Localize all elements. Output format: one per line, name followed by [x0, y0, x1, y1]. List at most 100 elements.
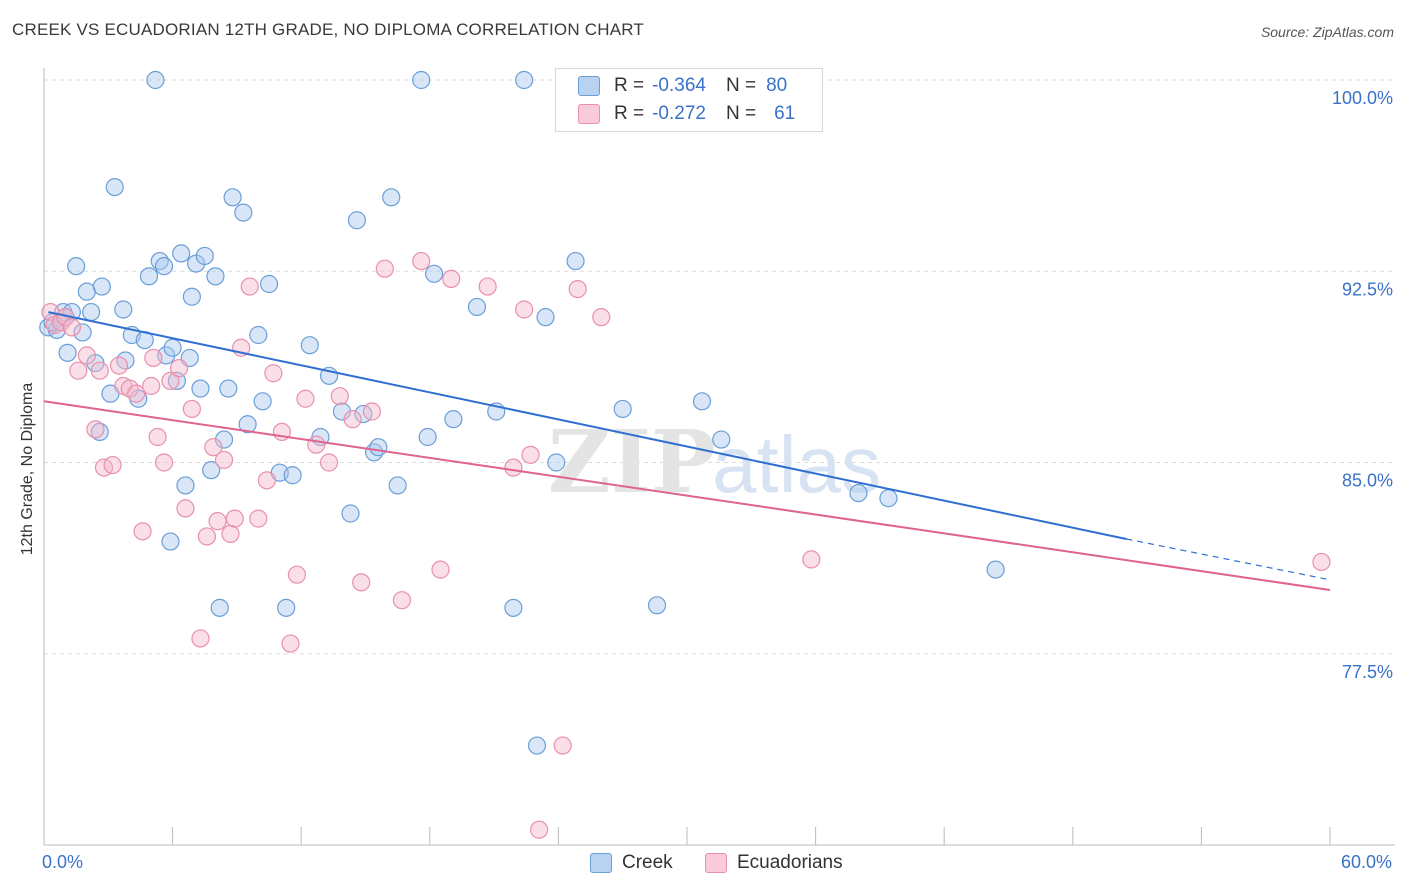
- ecuadorians-point: [225, 509, 244, 528]
- creek-point: [341, 504, 360, 523]
- ecuadorians-point: [362, 402, 382, 421]
- ecuadorians-point: [191, 629, 210, 648]
- creek-point: [195, 246, 214, 266]
- y-tick-label: 100.0%: [1332, 88, 1393, 108]
- ecuadorians-point: [182, 399, 201, 419]
- creek-point: [163, 338, 182, 357]
- ecuadorians-point: [343, 410, 362, 429]
- creek-point: [647, 596, 667, 615]
- ecuadorians-point: [307, 435, 326, 454]
- legend-label-creek: Creek: [622, 852, 673, 873]
- creek-point: [527, 736, 547, 755]
- creek-point: [219, 379, 238, 398]
- ecuadorians-point: [208, 512, 227, 531]
- ecuadorians-point: [442, 269, 461, 288]
- creek-point: [161, 532, 180, 551]
- ecuadorians-point: [176, 499, 195, 518]
- ecuadorians-point: [530, 820, 549, 839]
- creek-point: [986, 560, 1005, 579]
- ecuadorians-point: [553, 736, 572, 755]
- ecuadorians-point: [592, 308, 611, 327]
- ecuadorians-point: [431, 560, 450, 579]
- ecuadorians-point: [412, 251, 431, 271]
- ecuadorians-point: [214, 450, 234, 470]
- creek-point: [277, 598, 296, 617]
- ecuadorians-point: [568, 280, 587, 299]
- correlation-legend: R = -0.364 N = 80 R = -0.272 N = 61: [555, 68, 823, 132]
- series-legend: Creek Ecuadorians: [0, 852, 1406, 878]
- creek-point: [515, 70, 534, 90]
- creek-point: [369, 438, 388, 457]
- creek-trend-line: [48, 311, 1127, 540]
- creek-point: [234, 203, 253, 222]
- legend-n-label: N =: [725, 103, 757, 124]
- creek-point: [259, 274, 279, 294]
- ecuadorians-point: [197, 527, 216, 546]
- creek-point: [283, 466, 302, 485]
- legend-item-creek: Creek: [590, 852, 673, 874]
- creek-point: [388, 476, 407, 495]
- legend-item-ecuadorians: Ecuadorians: [705, 852, 843, 874]
- creek-point: [223, 188, 242, 207]
- ecuadorians-point: [69, 361, 88, 380]
- ecuadorians-point: [478, 277, 497, 296]
- creek-point: [58, 343, 77, 362]
- creek-swatch: [578, 76, 600, 96]
- creek-point: [467, 297, 487, 317]
- creek-point: [536, 308, 555, 327]
- chart-title: CREEK VS ECUADORIAN 12TH GRADE, NO DIPLO…: [12, 20, 644, 39]
- ecuadorians-point: [330, 387, 349, 406]
- creek-point: [238, 415, 257, 434]
- creek-point: [249, 325, 268, 345]
- legend-r-value: -0.364: [652, 75, 706, 96]
- ecuadorians-points: [41, 251, 1331, 839]
- ecuadorians-swatch: [705, 853, 727, 873]
- ecuadorians-point: [319, 453, 339, 472]
- ecuadorians-trend-line: [43, 400, 1331, 591]
- ecuadorians-point: [77, 346, 96, 365]
- legend-n-value: 80: [766, 75, 788, 96]
- creek-point: [206, 267, 225, 286]
- creek-point: [73, 323, 92, 342]
- creek-point: [114, 300, 133, 319]
- ecuadorians-point: [264, 364, 283, 383]
- creek-point: [139, 267, 159, 286]
- legend-row-creek: R = -0.364 N = 80: [578, 75, 787, 97]
- creek-point: [712, 430, 731, 449]
- creek-point: [566, 251, 585, 271]
- creek-point: [210, 598, 229, 617]
- ecuadorians-point: [90, 361, 109, 380]
- ecuadorians-point: [62, 318, 81, 337]
- creek-point: [176, 476, 195, 495]
- ecuadorians-point: [1312, 552, 1331, 572]
- y-tick-label: 77.5%: [1342, 662, 1393, 682]
- chart-source: Source: ZipAtlas.com: [1260, 24, 1394, 40]
- y-tick-label: 85.0%: [1342, 471, 1393, 491]
- legend-n-label: N =: [725, 75, 757, 96]
- creek-point: [182, 287, 201, 306]
- ecuadorians-point: [142, 376, 161, 396]
- ecuadorians-point: [392, 591, 412, 610]
- watermark-zip: ZIP: [548, 412, 716, 513]
- creek-point: [849, 484, 868, 503]
- creek-point: [412, 70, 431, 90]
- creek-point: [547, 453, 566, 472]
- creek-point: [347, 211, 367, 230]
- creek-point: [82, 302, 101, 322]
- ecuadorians-point: [144, 348, 163, 368]
- trend-lines: [43, 311, 1331, 591]
- y-tick-label: 92.5%: [1342, 279, 1393, 299]
- watermark-atlas: atlas: [712, 420, 881, 509]
- creek-point: [191, 379, 210, 398]
- ecuadorians-point: [257, 471, 277, 490]
- ecuadorians-point: [287, 565, 307, 584]
- creek-swatch: [590, 853, 612, 873]
- ecuadorians-point: [109, 356, 129, 375]
- ecuadorians-point: [86, 420, 105, 439]
- ecuadorians-point: [521, 445, 540, 464]
- y-tick-labels: 77.5% 85.0% 92.5% 100.0%: [1332, 88, 1393, 682]
- creek-point: [253, 392, 272, 411]
- creek-point: [692, 392, 712, 411]
- legend-row-ecuadorians: R = -0.272 N = 61: [578, 103, 795, 125]
